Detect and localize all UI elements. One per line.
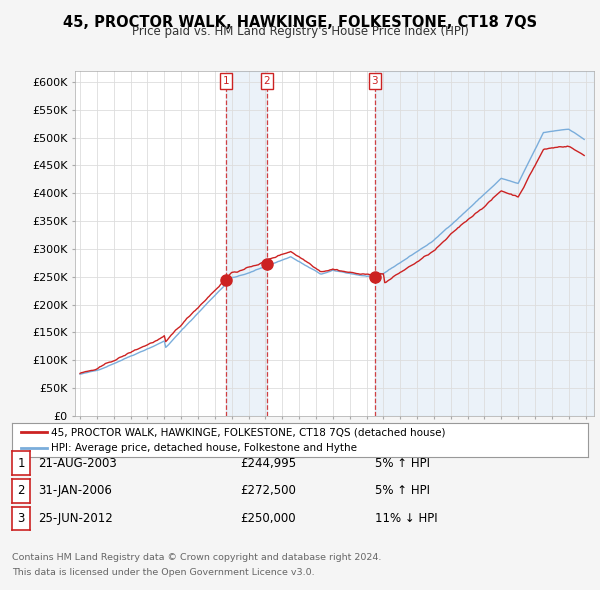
Text: 25-JUN-2012: 25-JUN-2012 (38, 512, 113, 525)
Text: 3: 3 (371, 76, 378, 86)
Text: 45, PROCTOR WALK, HAWKINGE, FOLKESTONE, CT18 7QS (detached house): 45, PROCTOR WALK, HAWKINGE, FOLKESTONE, … (51, 427, 446, 437)
Bar (374, 71, 594, 416)
Text: HPI: Average price, detached house, Folkestone and Hythe: HPI: Average price, detached house, Folk… (51, 443, 357, 453)
Bar (226, 71, 267, 416)
Text: £250,000: £250,000 (240, 512, 296, 525)
Text: 3: 3 (17, 512, 25, 525)
Text: 1: 1 (223, 76, 229, 86)
Text: 2: 2 (263, 76, 270, 86)
Text: Price paid vs. HM Land Registry's House Price Index (HPI): Price paid vs. HM Land Registry's House … (131, 25, 469, 38)
Text: 2: 2 (17, 484, 25, 497)
Text: £272,500: £272,500 (240, 484, 296, 497)
Text: This data is licensed under the Open Government Licence v3.0.: This data is licensed under the Open Gov… (12, 568, 314, 577)
Text: £244,995: £244,995 (240, 457, 296, 470)
Text: 45, PROCTOR WALK, HAWKINGE, FOLKESTONE, CT18 7QS: 45, PROCTOR WALK, HAWKINGE, FOLKESTONE, … (63, 15, 537, 30)
Text: 11% ↓ HPI: 11% ↓ HPI (375, 512, 437, 525)
Text: 5% ↑ HPI: 5% ↑ HPI (375, 457, 430, 470)
Text: 5% ↑ HPI: 5% ↑ HPI (375, 484, 430, 497)
Text: 31-JAN-2006: 31-JAN-2006 (38, 484, 112, 497)
Text: Contains HM Land Registry data © Crown copyright and database right 2024.: Contains HM Land Registry data © Crown c… (12, 553, 382, 562)
Text: 1: 1 (17, 457, 25, 470)
Text: 21-AUG-2003: 21-AUG-2003 (38, 457, 116, 470)
